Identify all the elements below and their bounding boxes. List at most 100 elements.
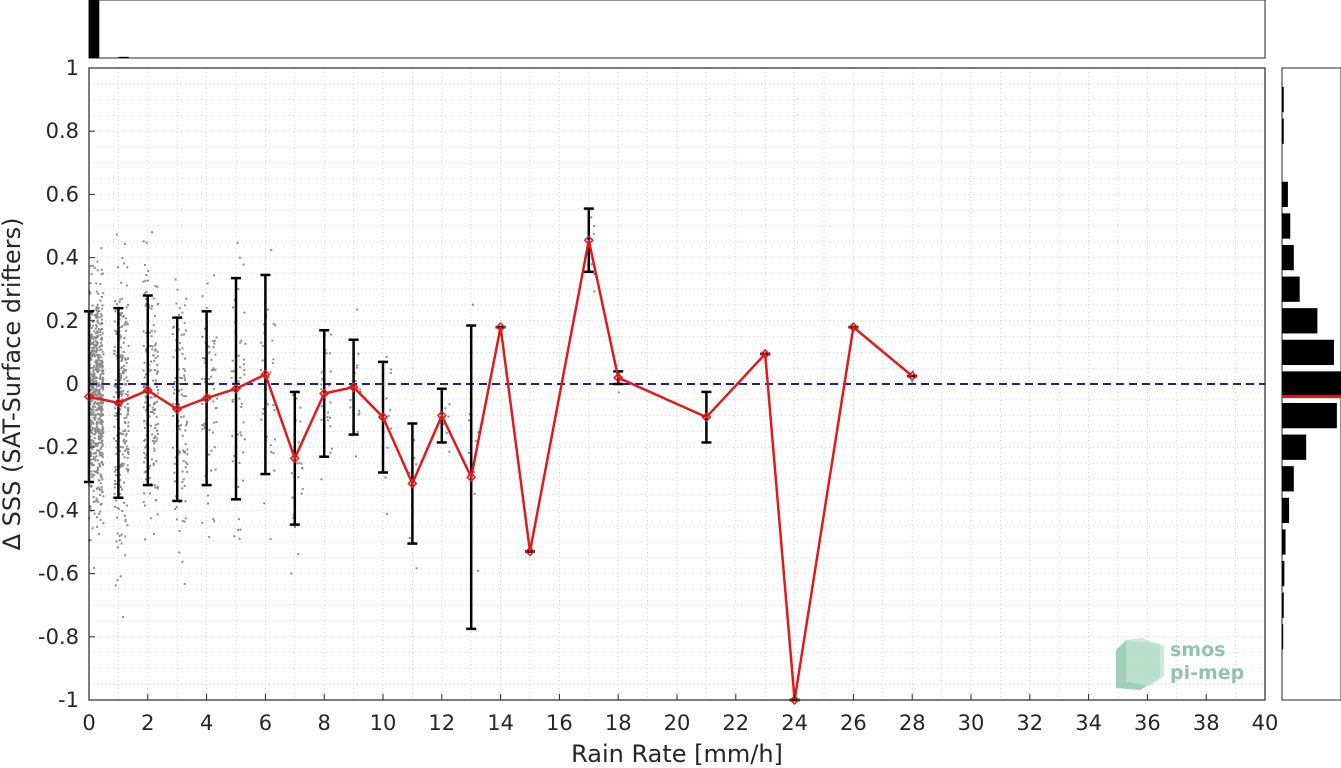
sample-point <box>237 380 240 383</box>
sample-point <box>94 451 97 454</box>
sample-point <box>144 446 147 449</box>
sample-point <box>100 412 103 415</box>
sample-point <box>271 362 274 365</box>
sample-point <box>93 336 96 339</box>
sample-point <box>95 363 98 366</box>
sample-point <box>240 434 243 437</box>
sample-point <box>175 518 178 521</box>
sample-point <box>356 430 359 433</box>
sample-point <box>89 435 92 438</box>
x-tick-label: 16 <box>546 711 573 735</box>
sample-point <box>242 263 245 266</box>
sample-point <box>240 339 243 342</box>
sample-point <box>89 366 92 369</box>
top-histogram <box>88 0 1266 59</box>
sample-point <box>142 344 145 347</box>
sample-point <box>115 440 118 443</box>
sample-point <box>124 434 127 437</box>
sample-point <box>119 336 122 339</box>
sample-point <box>89 282 92 285</box>
sample-point <box>95 376 98 379</box>
sample-point <box>123 337 126 340</box>
sample-point <box>148 370 151 373</box>
main-plot: smos pi-mep <box>83 67 1266 706</box>
sample-point <box>93 377 96 380</box>
sample-point <box>98 396 101 399</box>
right-histogram-bar <box>1282 86 1284 113</box>
sample-point <box>243 368 246 371</box>
sample-point <box>92 501 95 504</box>
sample-point <box>99 419 102 422</box>
sample-point <box>301 466 304 469</box>
sample-point <box>212 369 215 372</box>
sample-point <box>91 420 94 423</box>
sample-point <box>155 437 158 440</box>
sample-point <box>144 471 147 474</box>
sample-point <box>120 394 123 397</box>
sample-point <box>100 419 103 422</box>
sample-point <box>90 473 93 476</box>
sample-point <box>126 323 129 326</box>
sample-point <box>121 488 124 491</box>
sample-point <box>94 313 97 316</box>
sample-point <box>243 438 246 441</box>
sample-point <box>120 433 123 436</box>
sample-point <box>145 290 148 293</box>
sample-point <box>145 274 148 277</box>
sample-point <box>99 420 102 423</box>
sample-point <box>212 346 215 349</box>
sample-point <box>99 374 102 377</box>
sample-point <box>98 349 101 352</box>
sample-point <box>91 350 94 353</box>
sample-point <box>267 376 270 379</box>
sample-point <box>101 401 104 404</box>
sample-point <box>272 322 275 325</box>
sample-point <box>142 369 145 372</box>
sample-point <box>89 407 92 410</box>
sample-point <box>290 572 293 575</box>
sample-point <box>121 372 124 375</box>
sample-point <box>260 368 263 371</box>
sample-point <box>91 445 94 448</box>
sample-point <box>155 499 158 502</box>
sample-point <box>94 414 97 417</box>
sample-point <box>91 349 94 352</box>
sample-point <box>154 423 157 426</box>
sample-point <box>156 386 159 389</box>
sample-point <box>150 360 153 363</box>
sample-point <box>102 394 105 397</box>
sample-point <box>122 446 125 449</box>
sample-point <box>102 353 105 356</box>
sample-point <box>96 525 99 528</box>
sample-point <box>467 419 470 422</box>
sample-point <box>298 461 301 464</box>
sample-point <box>98 384 101 387</box>
sample-point <box>96 320 99 323</box>
sample-point <box>171 333 174 336</box>
sample-point <box>121 358 124 361</box>
sample-point <box>99 316 102 319</box>
sample-point <box>183 520 186 523</box>
sample-point <box>153 442 156 445</box>
sample-point <box>93 418 96 421</box>
sample-point <box>90 327 93 330</box>
x-tick-label: 40 <box>1252 711 1279 735</box>
sample-point <box>201 335 204 338</box>
sample-point <box>115 332 118 335</box>
sample-point <box>119 379 122 382</box>
sample-point <box>174 456 177 459</box>
sample-point <box>100 363 103 366</box>
sample-point <box>143 504 146 507</box>
sample-point <box>101 380 104 383</box>
sample-point <box>115 385 118 388</box>
sample-point <box>123 481 126 484</box>
sample-point <box>447 415 450 418</box>
sample-point <box>181 311 184 314</box>
sample-point <box>293 525 296 528</box>
sample-point <box>178 428 181 431</box>
sample-point <box>358 412 361 415</box>
sample-point <box>185 297 188 300</box>
sample-point <box>327 411 330 414</box>
sample-point <box>97 501 100 504</box>
sample-point <box>125 361 128 364</box>
